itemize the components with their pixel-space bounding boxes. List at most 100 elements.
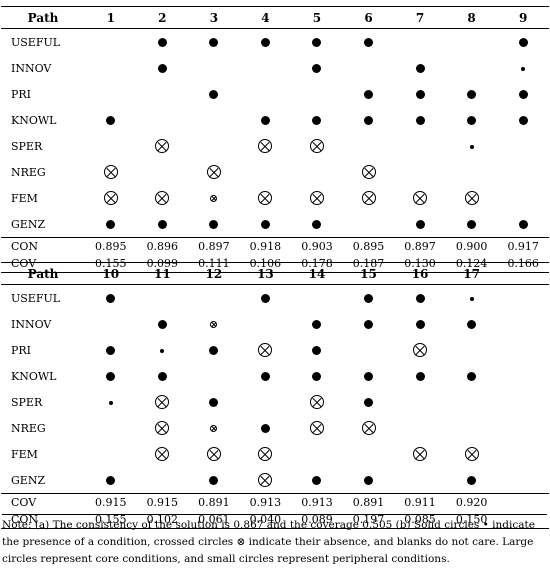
condition-cell (497, 337, 549, 363)
condition-cell (188, 337, 240, 363)
condition-row: SPER (1, 133, 549, 159)
condition-row: INNOV (1, 311, 549, 337)
core-absent-crossed-circle-icon (155, 395, 170, 409)
condition-cell (446, 467, 498, 494)
condition-cell (497, 363, 549, 389)
metric-value: 0.040 (239, 511, 292, 529)
condition-cell (85, 337, 137, 363)
path-number: 15 (342, 262, 395, 285)
condition-cell (343, 441, 395, 467)
path-number: 6 (342, 6, 395, 29)
condition-cell (343, 107, 395, 133)
condition-cell (343, 467, 395, 494)
condition-cell (291, 81, 343, 107)
condition-cell (240, 285, 292, 312)
condition-label: NREG (11, 421, 46, 435)
core-present-circle-icon (415, 294, 425, 303)
peripheral-absent-crossed-circle-icon (210, 195, 218, 202)
condition-cell (497, 441, 549, 467)
condition-cell (85, 133, 137, 159)
core-absent-crossed-circle-icon (258, 191, 273, 205)
core-present-circle-icon (467, 90, 477, 99)
path-number: 3 (188, 6, 240, 29)
condition-cell (394, 285, 446, 312)
core-present-circle-icon (157, 372, 167, 381)
metric-value: 0.085 (394, 511, 446, 529)
condition-cell (137, 363, 189, 389)
condition-cell (85, 159, 137, 185)
condition-cell (137, 467, 189, 494)
condition-cell (240, 363, 292, 389)
condition-cell (446, 441, 498, 467)
core-present-circle-icon (364, 372, 373, 381)
core-present-circle-icon (364, 476, 373, 485)
core-present-circle-icon (364, 90, 373, 99)
core-absent-crossed-circle-icon (309, 139, 324, 153)
condition-cell (343, 337, 395, 363)
condition-cell (343, 389, 395, 415)
condition-label: PRI (11, 87, 32, 101)
condition-cell (188, 81, 240, 107)
condition-cell (497, 211, 549, 238)
core-present-circle-icon (209, 220, 219, 229)
core-absent-crossed-circle-icon (206, 165, 221, 179)
condition-row: PRI (1, 81, 549, 107)
core-present-circle-icon (209, 346, 219, 355)
condition-cell (137, 441, 189, 467)
core-present-circle-icon (209, 398, 219, 407)
condition-cell (188, 29, 240, 56)
core-absent-crossed-circle-icon (361, 191, 376, 205)
core-present-circle-icon (106, 116, 116, 125)
condition-cell (394, 133, 446, 159)
core-absent-crossed-circle-icon (155, 139, 170, 153)
condition-cell (446, 159, 498, 185)
core-present-circle-icon (106, 346, 116, 355)
core-present-circle-icon (260, 38, 270, 47)
core-present-circle-icon (415, 372, 425, 381)
condition-cell (343, 363, 395, 389)
condition-cell (188, 55, 240, 81)
condition-cell (137, 311, 189, 337)
condition-cell (291, 133, 343, 159)
condition-cell (291, 311, 343, 337)
condition-cell (137, 185, 189, 211)
condition-cell (137, 29, 189, 56)
core-absent-crossed-circle-icon (309, 421, 324, 435)
condition-cell (497, 55, 549, 81)
core-present-circle-icon (312, 64, 322, 73)
core-present-circle-icon (364, 320, 373, 329)
core-absent-crossed-circle-icon (464, 447, 479, 461)
condition-cell (291, 55, 343, 81)
condition-label: USEFUL (11, 35, 61, 49)
core-present-circle-icon (157, 220, 167, 229)
condition-cell (188, 363, 240, 389)
condition-cell (497, 311, 549, 337)
condition-cell (85, 285, 137, 312)
metric-value (497, 493, 549, 511)
condition-cell (85, 467, 137, 494)
metric-value: 0.897 (394, 237, 446, 255)
condition-cell (291, 29, 343, 56)
core-present-circle-icon (106, 476, 116, 485)
condition-row: KNOWL (1, 107, 549, 133)
condition-cell (394, 55, 446, 81)
metric-value: 0.155 (85, 511, 137, 529)
core-present-circle-icon (106, 220, 116, 229)
peripheral-present-circle-icon (108, 400, 113, 405)
condition-cell (497, 159, 549, 185)
metric-value: 0.891 (188, 493, 240, 511)
condition-cell (85, 55, 137, 81)
core-present-circle-icon (312, 116, 322, 125)
condition-cell (343, 133, 395, 159)
condition-cell (240, 311, 292, 337)
path-number: 1 (85, 6, 137, 29)
condition-cell (394, 363, 446, 389)
condition-label: USEFUL (11, 291, 61, 305)
condition-cell (137, 285, 189, 312)
condition-cell (291, 211, 343, 238)
condition-row: INNOV (1, 55, 549, 81)
path-number (497, 262, 549, 285)
core-present-circle-icon (209, 476, 219, 485)
core-present-circle-icon (415, 90, 425, 99)
condition-cell (85, 441, 137, 467)
